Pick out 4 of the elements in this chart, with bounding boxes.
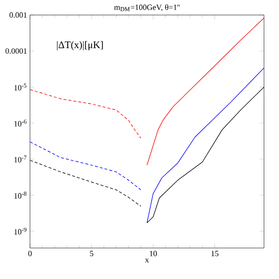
line-series [30,89,142,139]
line-series [146,18,264,166]
line-series [30,142,142,190]
annotation: |ΔT(x)|[μK] [57,41,103,50]
